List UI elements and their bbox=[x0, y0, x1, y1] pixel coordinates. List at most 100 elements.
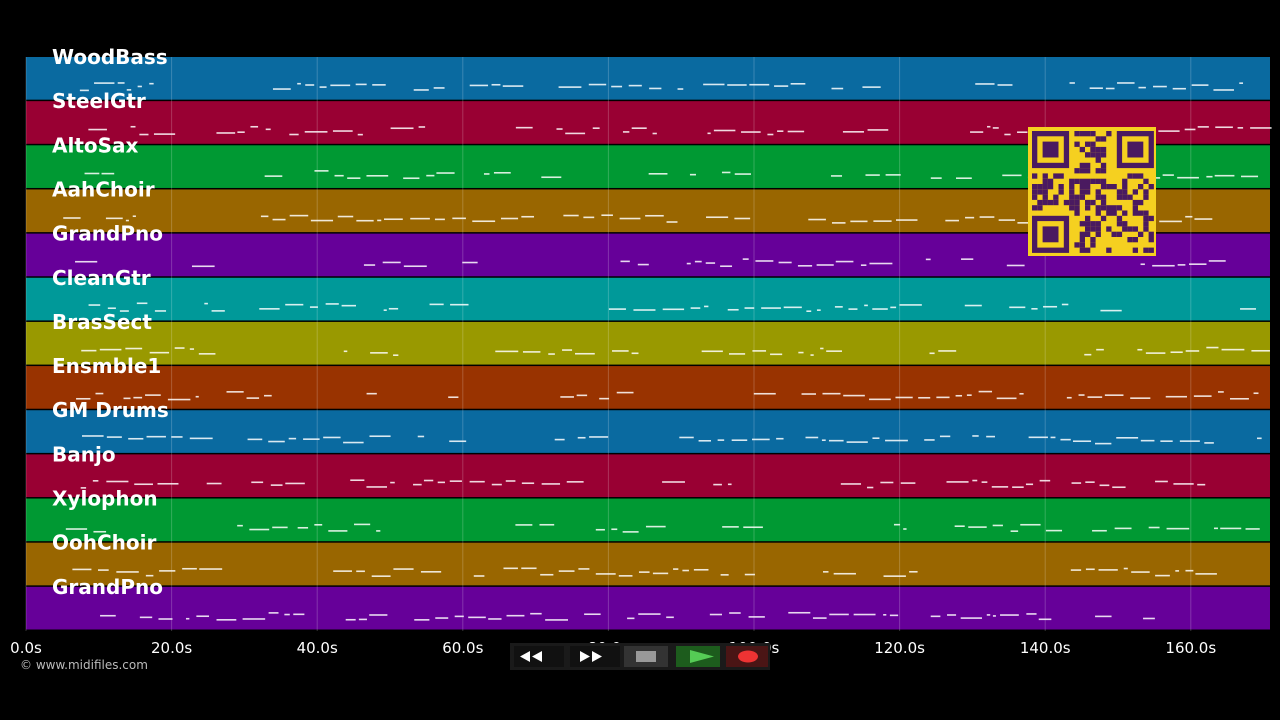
note bbox=[63, 217, 81, 219]
note bbox=[410, 217, 430, 220]
note bbox=[1095, 615, 1112, 618]
note bbox=[707, 132, 711, 135]
note bbox=[627, 617, 635, 620]
note bbox=[774, 85, 789, 87]
note bbox=[84, 172, 100, 175]
note bbox=[1206, 346, 1219, 349]
note bbox=[1140, 439, 1155, 442]
qr-module bbox=[1100, 194, 1107, 200]
note bbox=[1087, 396, 1103, 398]
qr-module bbox=[1127, 237, 1133, 243]
qr-module bbox=[1132, 173, 1138, 179]
note bbox=[563, 214, 579, 217]
note bbox=[95, 392, 104, 395]
note bbox=[393, 568, 414, 570]
note bbox=[704, 305, 709, 308]
qr-module bbox=[1074, 131, 1080, 137]
qr-module bbox=[1090, 178, 1096, 184]
note bbox=[305, 84, 315, 86]
icon bbox=[580, 651, 602, 662]
note bbox=[434, 218, 445, 221]
note bbox=[1229, 397, 1249, 400]
note bbox=[146, 435, 166, 438]
note bbox=[189, 348, 195, 350]
note bbox=[820, 347, 824, 350]
note bbox=[631, 127, 647, 129]
note bbox=[729, 353, 746, 355]
icon bbox=[520, 651, 542, 662]
qr-module bbox=[1138, 173, 1144, 179]
note bbox=[1099, 484, 1110, 487]
note bbox=[493, 171, 511, 174]
note bbox=[297, 82, 301, 85]
note bbox=[1114, 527, 1132, 530]
qr-module bbox=[1143, 247, 1149, 253]
note bbox=[954, 525, 965, 527]
note bbox=[363, 264, 376, 266]
time-label: 60.0s bbox=[442, 639, 483, 657]
track-lane bbox=[26, 542, 1270, 586]
note bbox=[1194, 218, 1213, 220]
note bbox=[1189, 263, 1207, 265]
qr-module bbox=[1127, 194, 1133, 200]
note bbox=[869, 262, 893, 265]
note bbox=[356, 219, 374, 222]
qr-module bbox=[1116, 194, 1123, 200]
note bbox=[673, 568, 679, 570]
qr-module bbox=[1111, 231, 1117, 237]
qr-module bbox=[1090, 226, 1096, 232]
note bbox=[810, 354, 814, 356]
forward-button[interactable] bbox=[570, 646, 620, 667]
note bbox=[589, 436, 609, 438]
stop-button[interactable] bbox=[624, 646, 668, 667]
qr-module bbox=[1058, 184, 1064, 190]
qr-module bbox=[1132, 199, 1138, 206]
note bbox=[748, 616, 765, 618]
rewind-button[interactable] bbox=[514, 646, 564, 667]
note bbox=[998, 219, 1016, 221]
note bbox=[132, 215, 136, 218]
note bbox=[970, 131, 984, 133]
qr-module bbox=[1069, 205, 1075, 211]
record-button[interactable] bbox=[726, 646, 768, 667]
note bbox=[577, 436, 586, 439]
note bbox=[899, 304, 922, 306]
note bbox=[720, 265, 733, 268]
qr-module bbox=[1138, 199, 1144, 206]
note bbox=[435, 617, 449, 619]
note bbox=[595, 573, 616, 575]
qr-module bbox=[1047, 184, 1054, 190]
note bbox=[250, 125, 259, 128]
note bbox=[842, 131, 864, 133]
note bbox=[790, 83, 806, 85]
note bbox=[97, 569, 109, 571]
note bbox=[268, 612, 279, 614]
note bbox=[1010, 530, 1019, 532]
note bbox=[539, 523, 555, 526]
qr-module bbox=[1085, 215, 1091, 222]
note bbox=[1153, 85, 1167, 88]
note bbox=[806, 310, 812, 312]
note bbox=[117, 82, 125, 84]
note bbox=[297, 526, 309, 529]
note bbox=[130, 125, 136, 128]
note bbox=[1017, 131, 1028, 134]
note bbox=[975, 83, 995, 85]
qr-module bbox=[1042, 199, 1048, 206]
note bbox=[686, 262, 691, 265]
note bbox=[174, 347, 185, 349]
note bbox=[1117, 82, 1135, 84]
note bbox=[125, 347, 143, 350]
qr-module bbox=[1032, 194, 1038, 200]
note bbox=[821, 439, 826, 442]
qr-module bbox=[1085, 189, 1091, 195]
note bbox=[272, 218, 286, 221]
note bbox=[853, 613, 876, 616]
note bbox=[371, 575, 391, 577]
qr-module bbox=[1106, 131, 1112, 137]
note bbox=[88, 128, 107, 131]
play-button[interactable] bbox=[676, 646, 720, 667]
note bbox=[426, 174, 435, 177]
qr-module bbox=[1127, 226, 1133, 232]
note bbox=[1237, 127, 1244, 129]
